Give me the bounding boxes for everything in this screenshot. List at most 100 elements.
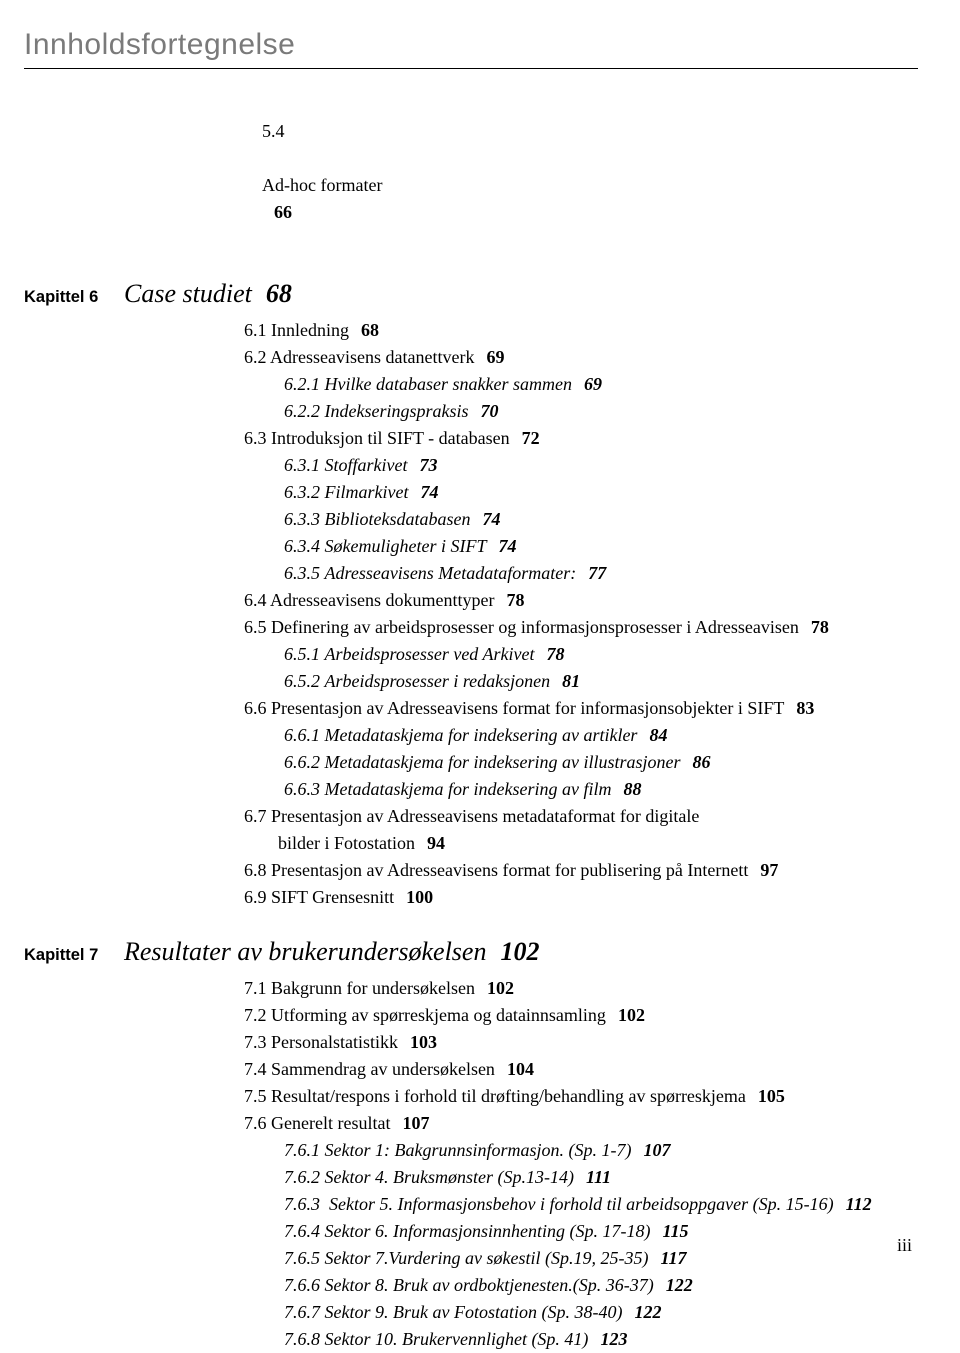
- toc-title: Metadataskjema for indeksering av artikl…: [325, 725, 638, 745]
- chapter-7-heading: Kapittel 7 Resultater av brukerundersøke…: [24, 937, 918, 967]
- toc-title: Sektor 8. Bruk av ordboktjenesten.(Sp. 3…: [325, 1275, 654, 1295]
- toc-entry: 6.2.1 Hvilke databaser snakker sammen 69: [284, 371, 918, 398]
- toc-page: 69: [584, 374, 602, 394]
- toc-num: 6.9: [244, 887, 267, 907]
- toc-num: 6.4: [244, 590, 267, 610]
- toc-entry: 7.6.6 Sektor 8. Bruk av ordboktjenesten.…: [284, 1272, 918, 1299]
- toc-num: 7.4: [244, 1059, 267, 1079]
- toc-num: 7.1: [244, 978, 267, 998]
- toc-title: Generelt resultat: [271, 1113, 390, 1133]
- toc-page: 115: [662, 1221, 688, 1241]
- toc-page: 117: [660, 1248, 686, 1268]
- toc-page: 73: [419, 455, 437, 475]
- toc-num: 5.4: [262, 121, 285, 141]
- toc-title: Sammendrag av undersøkelsen: [271, 1059, 495, 1079]
- toc-entry: 6.3.5 Adresseavisens Metadataformater:77: [284, 560, 918, 587]
- toc-page: 111: [586, 1167, 611, 1187]
- toc-entry: 7.1 Bakgrunn for undersøkelsen 102: [244, 975, 918, 1002]
- toc-page: 78: [506, 590, 524, 610]
- toc-page: 84: [649, 725, 667, 745]
- toc-entry: 7.6.7 Sektor 9. Bruk av Fotostation (Sp.…: [284, 1299, 918, 1326]
- toc-num: 6.5.2: [284, 671, 320, 691]
- toc-entry: 6.4 Adresseavisens dokumenttyper78: [244, 587, 918, 614]
- toc-entry: 6.3.3 Biblioteksdatabasen74: [284, 506, 918, 533]
- toc-title: Bakgrunn for undersøkelsen: [271, 978, 475, 998]
- toc-num: 6.6: [244, 698, 267, 718]
- toc-entry: 7.6.1 Sektor 1: Bakgrunnsinformasjon. (S…: [284, 1137, 918, 1164]
- toc-page: 66: [274, 202, 292, 222]
- toc-num: 6.3: [244, 428, 267, 448]
- toc-entry: 6.5.2 Arbeidsprosesser i redaksjonen 81: [284, 668, 918, 695]
- toc-page: 86: [692, 752, 710, 772]
- toc-entry: 6.3 Introduksjon til SIFT - databasen72: [244, 425, 918, 452]
- toc-page: 123: [600, 1329, 627, 1349]
- toc-page: 74: [420, 482, 438, 502]
- toc-entry: 6.5 Definering av arbeidsprosesser og in…: [244, 614, 918, 641]
- toc-num: 6.1: [244, 320, 267, 340]
- toc-page: 107: [643, 1140, 670, 1160]
- toc-entry: 7.3 Personalstatistikk103: [244, 1029, 918, 1056]
- toc-num: 6.2.1: [284, 374, 320, 394]
- chapter-7-entries: 7.1 Bakgrunn for undersøkelsen1027.2 Utf…: [124, 975, 918, 1353]
- toc-page: 78: [546, 644, 564, 664]
- toc-title: SIFT Grensesnitt: [271, 887, 394, 907]
- toc-num: 7.6.3: [284, 1194, 320, 1214]
- chapter-page: 68: [266, 279, 292, 309]
- toc-page: 74: [482, 509, 500, 529]
- toc-title: Metadataskjema for indeksering av film: [325, 779, 612, 799]
- toc-content: 5.4 Ad-hoc formater 66 Kapittel 6 Case s…: [124, 91, 918, 1353]
- toc-num: 6.6.3: [284, 779, 320, 799]
- chapter-title: Case studiet: [124, 279, 252, 309]
- toc-entry: 6.6.2 Metadataskjema for indeksering av …: [284, 749, 918, 776]
- toc-entry: 6.2 Adresseavisens datanettverk69: [244, 344, 918, 371]
- toc-num: 7.2: [244, 1005, 267, 1025]
- toc-entry: 7.2 Utforming av spørreskjema og datainn…: [244, 1002, 918, 1029]
- toc-title: Presentasjon av Adresseavisens metadataf…: [271, 806, 699, 826]
- page-number: iii: [897, 1235, 912, 1256]
- toc-title: Sektor 1: Bakgrunnsinformasjon. (Sp. 1-7…: [325, 1140, 632, 1160]
- toc-page: 102: [618, 1005, 645, 1025]
- toc-page: 122: [666, 1275, 693, 1295]
- chapter-title: Resultater av brukerundersøkelsen: [124, 937, 486, 967]
- toc-num: 7.6.1: [284, 1140, 320, 1160]
- toc-title: Ad-hoc formater: [262, 175, 382, 195]
- toc-entry: 6.3.2 Filmarkivet74: [284, 479, 918, 506]
- toc-title: Sektor 6. Informasjonsinnhenting (Sp. 17…: [325, 1221, 651, 1241]
- toc-title-cont: bilder i Fotostation: [278, 833, 415, 853]
- toc-num: 6.7: [244, 806, 267, 826]
- toc-title: Personalstatistikk: [271, 1032, 398, 1052]
- toc-page: 107: [402, 1113, 429, 1133]
- toc-title: Indekseringspraksis: [325, 401, 469, 421]
- toc-entry: 6.8 Presentasjon av Adresseavisens forma…: [244, 857, 918, 884]
- toc-page: 81: [562, 671, 580, 691]
- toc-page: 88: [623, 779, 641, 799]
- toc-page: 100: [406, 887, 433, 907]
- toc-title: Arbeidsprosesser i redaksjonen: [325, 671, 551, 691]
- toc-num: 7.6.8: [284, 1329, 320, 1349]
- toc-title: Sektor 7.Vurdering av søkestil (Sp.19, 2…: [325, 1248, 649, 1268]
- toc-page: 68: [361, 320, 379, 340]
- toc-entry: 7.6.4 Sektor 6. Informasjonsinnhenting (…: [284, 1218, 918, 1245]
- toc-entry-cont: bilder i Fotostation94: [244, 830, 918, 857]
- toc-title: Utforming av spørreskjema og datainnsaml…: [271, 1005, 606, 1025]
- toc-num: 6.3.4: [284, 536, 320, 556]
- toc-page: 122: [634, 1302, 661, 1322]
- toc-page: 69: [486, 347, 504, 367]
- toc-title: Adresseavisens Metadataformater:: [325, 563, 577, 583]
- toc-entry: 6.1 Innledning68: [244, 317, 918, 344]
- toc-title: Definering av arbeidsprosesser og inform…: [271, 617, 799, 637]
- toc-page: 104: [507, 1059, 534, 1079]
- toc-title: Hvilke databaser snakker sammen: [325, 374, 572, 394]
- toc-title: Sektor 9. Bruk av Fotostation (Sp. 38-40…: [325, 1302, 623, 1322]
- toc-num: 7.6.6: [284, 1275, 320, 1295]
- toc-title: Presentasjon av Adresseavisens format fo…: [271, 860, 748, 880]
- chapter-label: Kapittel 6: [24, 288, 124, 307]
- toc-entry: 6.6 Presentasjon av Adresseavisens forma…: [244, 695, 918, 722]
- toc-entry: 6.3.1 Stoffarkivet73: [284, 452, 918, 479]
- toc-entry: 7.6.8 Sektor 10. Brukervennlighet (Sp. 4…: [284, 1326, 918, 1353]
- toc-page: 102: [487, 978, 514, 998]
- toc-num: 6.6.1: [284, 725, 320, 745]
- toc-entry: 6.7 Presentasjon av Adresseavisens metad…: [244, 803, 918, 830]
- toc-num: 6.5: [244, 617, 267, 637]
- toc-page: 74: [498, 536, 516, 556]
